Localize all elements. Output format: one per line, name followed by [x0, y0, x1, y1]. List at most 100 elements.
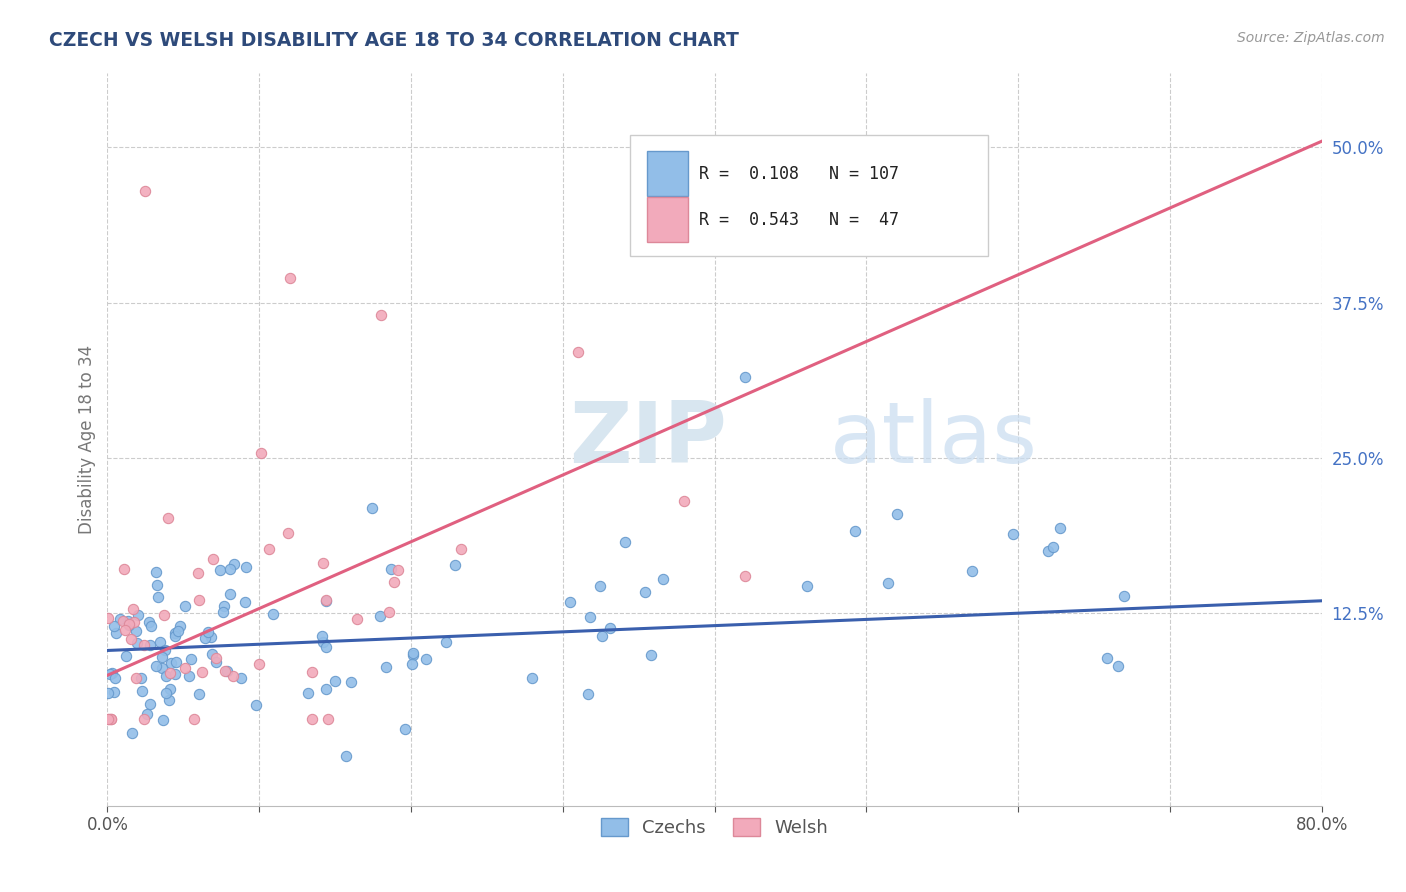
Point [222, 669, 245, 683]
Point [876, 576, 898, 591]
Point [96, 686, 118, 700]
Point [450, 541, 472, 556]
Point [156, 511, 179, 525]
Point [1038, 544, 1060, 558]
Point [316, 712, 339, 726]
Point [134, 712, 156, 726]
Point [200, 631, 222, 645]
Point [125, 624, 148, 638]
Point [1095, 650, 1118, 665]
Point [179, 669, 201, 683]
Text: ZIP: ZIP [569, 398, 727, 481]
Point [205, 655, 228, 669]
Point [165, 667, 187, 681]
Point [599, 621, 621, 635]
Point [576, 687, 599, 701]
Point [312, 635, 335, 649]
Text: R =  0.543   N =  47: R = 0.543 N = 47 [699, 211, 898, 228]
Point [138, 697, 160, 711]
Point [165, 655, 187, 669]
Point [150, 650, 173, 665]
Point [315, 640, 337, 655]
Point [187, 566, 209, 580]
Point [110, 612, 132, 626]
Point [100, 712, 122, 726]
Point [201, 648, 224, 662]
FancyBboxPatch shape [647, 197, 688, 242]
Point [567, 345, 589, 359]
Point [346, 612, 368, 626]
Point [124, 615, 146, 630]
Point [155, 686, 177, 700]
Point [1112, 589, 1135, 603]
Point [315, 593, 337, 607]
Point [173, 599, 195, 613]
Point [150, 661, 173, 675]
Point [245, 698, 267, 713]
Point [103, 685, 125, 699]
Point [402, 646, 425, 660]
Y-axis label: Disability Age 18 to 34: Disability Age 18 to 34 [79, 345, 96, 534]
Point [121, 726, 143, 740]
Point [129, 671, 152, 685]
Point [131, 684, 153, 698]
Point [114, 648, 136, 663]
Point [1049, 521, 1071, 535]
Point [132, 638, 155, 652]
Point [122, 602, 145, 616]
Point [278, 271, 301, 285]
Point [104, 671, 127, 685]
Point [180, 652, 202, 666]
Point [155, 669, 177, 683]
Point [145, 565, 167, 579]
Point [125, 636, 148, 650]
Point [103, 619, 125, 633]
Point [98, 666, 121, 681]
Point [215, 664, 238, 678]
Point [374, 660, 396, 674]
Text: CZECH VS WELSH DISABILITY AGE 18 TO 34 CORRELATION CHART: CZECH VS WELSH DISABILITY AGE 18 TO 34 C… [49, 31, 740, 50]
Text: Source: ZipAtlas.com: Source: ZipAtlas.com [1237, 31, 1385, 45]
Point [235, 560, 257, 574]
Point [149, 634, 172, 648]
Point [250, 446, 273, 460]
Point [323, 674, 346, 689]
Point [558, 595, 581, 609]
Point [1042, 541, 1064, 555]
Point [378, 605, 401, 619]
Point [589, 579, 612, 593]
FancyBboxPatch shape [630, 136, 987, 256]
Point [277, 526, 299, 541]
Point [188, 687, 211, 701]
Point [208, 563, 231, 577]
Point [183, 712, 205, 726]
Point [229, 671, 252, 685]
Point [394, 722, 416, 736]
Point [734, 370, 756, 384]
Point [796, 579, 818, 593]
Point [340, 675, 363, 690]
Point [105, 626, 128, 640]
Point [387, 563, 409, 577]
Point [201, 552, 224, 566]
Point [117, 614, 139, 628]
Point [205, 651, 228, 665]
Point [112, 562, 135, 576]
Point [118, 618, 141, 632]
Point [233, 595, 256, 609]
Point [145, 659, 167, 673]
Point [197, 625, 219, 640]
Point [335, 749, 357, 764]
Point [174, 661, 197, 675]
Point [401, 657, 423, 671]
Point [222, 557, 245, 571]
FancyBboxPatch shape [647, 152, 688, 196]
Point [301, 665, 323, 679]
Point [591, 629, 613, 643]
Point [100, 712, 122, 726]
Point [360, 500, 382, 515]
Point [415, 652, 437, 666]
Point [520, 672, 543, 686]
Point [259, 541, 281, 556]
Point [886, 507, 908, 521]
